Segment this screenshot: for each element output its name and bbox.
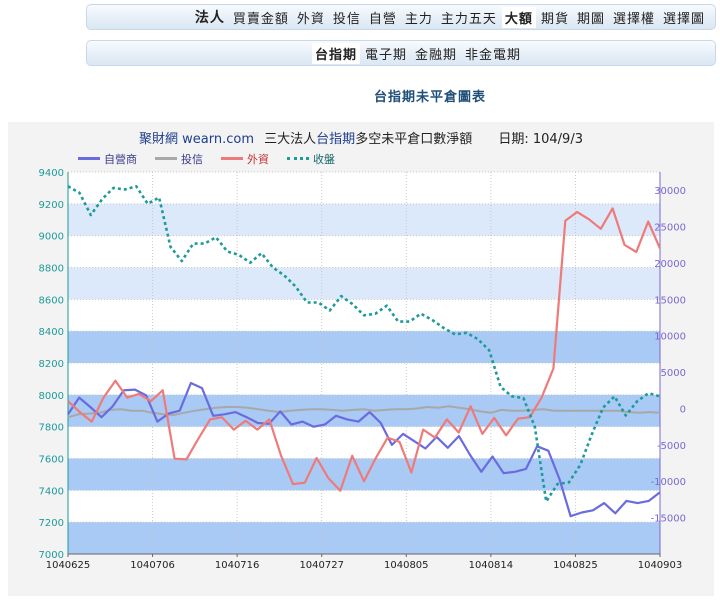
left-tick-label: 7200 [39,518,64,529]
legend-label-dealer: 自營商 [104,152,137,166]
chart-legend: 自營商 投信 外資 收盤 [78,150,353,167]
legend-swatch-trust [155,157,177,160]
nav-top-item-4[interactable]: 自營 [368,11,397,27]
x-tick-label: 1040805 [384,560,429,571]
x-tick-label: 1040825 [553,560,598,571]
nav-top-item-0[interactable]: 法人 [194,10,225,26]
chart-title-date: 日期: 104/9/3 [498,132,583,147]
right-tick-label: 10000 [654,332,686,343]
chart-title: 聚財網 wearn.com 三大法人台指期多空未平倉口數淨額 日期: 104/9… [8,128,714,147]
x-tick-label: 1040706 [130,560,175,571]
left-tick-label: 8800 [39,264,64,275]
left-tick-label: 8200 [39,359,64,370]
series-line-close [67,185,661,503]
nav-sub-item-2[interactable]: 金融期 [415,47,458,63]
nav-sub-item-0[interactable]: 台指期 [312,42,361,64]
right-tick-label: -5000 [657,441,686,452]
right-tick-label: 0 [680,404,686,415]
chart-panel: 7000 7200 7400 7600 7800 8000 8200 8400 8600 8800… [8,122,714,596]
chart-title-url: wearn.com [182,132,255,147]
nav-top-item-2[interactable]: 外資 [296,11,325,27]
left-tick-label: 8000 [39,391,64,402]
plot-band [68,267,660,300]
chart-title-prefix: 三大法人 [264,132,317,147]
nav-top-item-6[interactable]: 主力五天 [440,11,497,27]
right-tick-label: -15000 [651,514,686,525]
legend-label-trust: 投信 [181,152,203,166]
left-tick-label: 9400 [39,168,64,179]
open-interest-chart: 7000 7200 7400 7600 7800 8000 8200 8400 8600 8800… [39,168,686,571]
left-tick-label: 7800 [39,423,64,434]
legend-item-foreign: 外資 [221,151,269,167]
right-tick-label: 20000 [654,259,686,270]
left-tick-label: 9000 [39,232,64,243]
x-tick-label: 1040727 [299,560,344,571]
right-tick-label: 25000 [654,223,686,234]
legend-label-foreign: 外資 [247,152,269,166]
x-tick-label: 1040716 [215,560,260,571]
nav-top-item-7[interactable]: 大額 [501,6,536,28]
nav-top-item-3[interactable]: 投信 [332,11,361,27]
nav-top-item-11[interactable]: 選擇圖 [662,11,705,27]
legend-item-trust: 投信 [155,151,203,167]
main-nav-bar: 法人 買賣金額 外資 投信 自營 主力 主力五天 大額 期貨 期圖 選擇權 選擇圖 [86,4,716,30]
legend-label-close: 收盤 [313,152,335,166]
nav-top-item-8[interactable]: 期貨 [540,11,569,27]
x-tick-label: 1040625 [46,560,91,571]
nav-top-item-9[interactable]: 期圖 [576,11,605,27]
plot-band [68,522,660,554]
x-tick-label: 1040903 [638,560,683,571]
left-tick-label: 7600 [39,455,64,466]
chart-title-suffix: 多空未平倉口數淨額 [355,132,473,147]
left-tick-label: 8400 [39,327,64,338]
right-tick-label: 5000 [661,368,686,379]
chart-title-site: 聚財網 [139,132,179,147]
nav-top-item-1[interactable]: 買賣金額 [232,11,289,27]
plot-band [68,331,660,363]
left-tick-label: 7400 [39,486,64,497]
plot-band [68,203,660,236]
nav-sub-item-1[interactable]: 電子期 [365,47,408,63]
nav-top-item-10[interactable]: 選擇權 [612,11,655,27]
nav-top-item-5[interactable]: 主力 [404,11,433,27]
right-tick-label: 30000 [654,186,686,197]
series-line-foreign [67,207,662,492]
left-tick-label: 7000 [39,550,64,561]
plot-band [68,458,660,491]
page-title: 台指期未平倉圖表 [373,90,486,105]
legend-item-dealer: 自營商 [78,151,137,167]
left-tick-label: 9200 [39,200,64,211]
legend-swatch-dealer [78,157,100,160]
legend-item-close: 收盤 [287,151,335,167]
chart-title-highlight: 台指期 [316,132,356,147]
sub-nav-bar: 台指期 電子期 金融期 非金電期 [86,40,716,66]
right-tick-label: -10000 [651,477,686,488]
left-tick-label: 8600 [39,295,64,306]
right-tick-label: 15000 [654,295,686,306]
legend-swatch-foreign [221,157,243,160]
legend-swatch-close [287,157,309,160]
nav-sub-item-3[interactable]: 非金電期 [465,47,522,63]
x-tick-label: 1040814 [469,560,514,571]
